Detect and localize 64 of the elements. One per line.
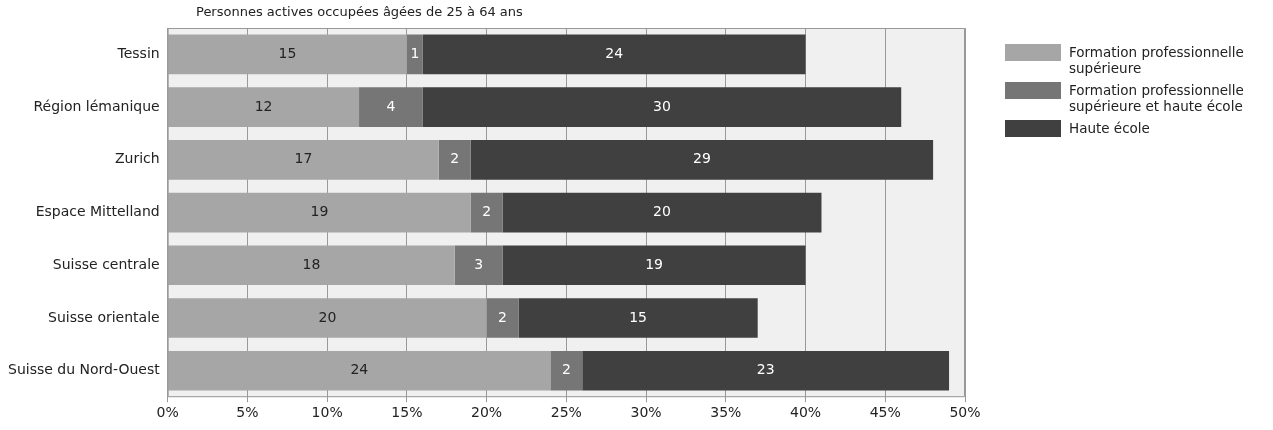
data-label: 29 xyxy=(692,150,711,167)
data-label: 2 xyxy=(561,361,571,378)
bar xyxy=(168,87,360,127)
x-tick-label: 25% xyxy=(550,404,582,421)
data-label: 12 xyxy=(254,97,273,114)
bar xyxy=(470,192,503,233)
data-label: 1 xyxy=(410,45,420,62)
data-label: 15 xyxy=(278,45,297,62)
bar xyxy=(359,87,423,127)
bar xyxy=(422,34,806,75)
data-label: 19 xyxy=(310,203,329,220)
bar xyxy=(502,192,822,233)
bar xyxy=(168,351,551,391)
bar xyxy=(168,245,455,286)
bar xyxy=(550,351,583,391)
bar xyxy=(168,298,487,338)
legend-label: Formation professionnelle supérieure et haute école xyxy=(1069,82,1245,114)
data-label: 2 xyxy=(498,308,508,325)
x-tick-label: 30% xyxy=(630,404,662,421)
y-tick-label: Région lémanique xyxy=(33,97,160,114)
bar xyxy=(168,34,407,75)
bar xyxy=(470,140,934,180)
x-tick-label: 50% xyxy=(949,404,981,421)
data-label: 30 xyxy=(653,97,671,114)
data-label: 23 xyxy=(756,361,775,378)
x-tick-label: 10% xyxy=(311,404,343,421)
bar xyxy=(168,192,471,233)
bar xyxy=(438,140,471,180)
data-label: 3 xyxy=(474,255,484,272)
y-tick-label: Suisse du Nord-Ouest xyxy=(7,361,161,378)
x-tick-label: 45% xyxy=(869,404,901,421)
legend-label: Haute école xyxy=(1069,120,1150,136)
data-label: 2 xyxy=(450,150,460,167)
data-label: 15 xyxy=(629,308,648,325)
x-tick-label: 5% xyxy=(236,404,259,421)
bar xyxy=(454,245,503,286)
chart-title: Personnes actives occupées âgées de 25 à 64 ans xyxy=(196,4,523,19)
bar xyxy=(502,245,806,286)
x-tick-label: 40% xyxy=(789,404,822,421)
data-label: 24 xyxy=(605,45,624,62)
bar xyxy=(168,140,439,180)
y-tick-label: Suisse orientale xyxy=(48,308,160,325)
bar xyxy=(486,298,519,338)
bar xyxy=(406,34,423,75)
data-label: 20 xyxy=(318,308,337,325)
bar xyxy=(582,351,950,391)
legend-label: Formation professionnelle supérieure xyxy=(1069,44,1245,76)
y-tick-label: Tessin xyxy=(116,45,160,62)
x-tick-label: 15% xyxy=(391,404,423,421)
data-label: 18 xyxy=(302,255,321,272)
data-label: 19 xyxy=(645,255,663,272)
data-label: 2 xyxy=(482,203,492,220)
y-tick-label: Espace Mittelland xyxy=(35,203,160,220)
y-tick-label: Zurich xyxy=(114,150,160,167)
data-label: 4 xyxy=(386,97,396,114)
data-label: 20 xyxy=(653,203,671,220)
x-tick-label: 20% xyxy=(471,404,503,421)
data-label: 24 xyxy=(350,361,369,378)
x-tick-label: 0% xyxy=(156,404,179,421)
bar xyxy=(422,87,902,127)
bar xyxy=(518,298,758,338)
y-tick-label: Suisse centrale xyxy=(52,255,160,272)
data-label: 17 xyxy=(294,150,313,167)
x-tick-label: 35% xyxy=(710,404,742,421)
